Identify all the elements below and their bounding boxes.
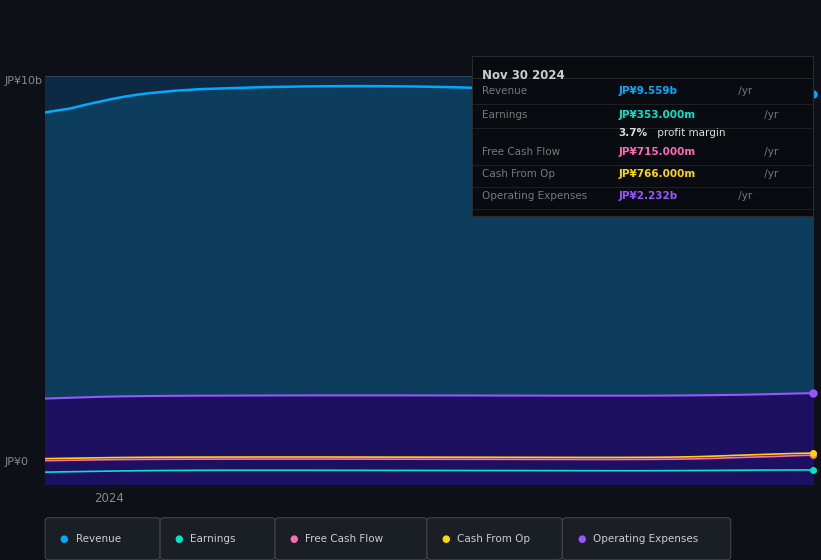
Text: JP¥10b: JP¥10b [4, 76, 42, 86]
Text: Free Cash Flow: Free Cash Flow [305, 534, 383, 544]
Text: Nov 30 2024: Nov 30 2024 [482, 69, 565, 82]
Text: ●: ● [442, 534, 450, 544]
Text: ●: ● [175, 534, 183, 544]
Text: Revenue: Revenue [76, 534, 121, 544]
Text: /yr: /yr [761, 110, 778, 120]
Text: JP¥766.000m: JP¥766.000m [618, 169, 696, 179]
Text: Revenue: Revenue [482, 86, 527, 96]
Text: Cash From Op: Cash From Op [457, 534, 530, 544]
Text: Cash From Op: Cash From Op [482, 169, 555, 179]
Text: JP¥353.000m: JP¥353.000m [618, 110, 695, 120]
Text: Operating Expenses: Operating Expenses [482, 192, 588, 202]
Text: JP¥0: JP¥0 [4, 457, 28, 467]
Text: JP¥2.232b: JP¥2.232b [618, 192, 678, 202]
Text: JP¥9.559b: JP¥9.559b [618, 86, 677, 96]
Text: Operating Expenses: Operating Expenses [593, 534, 698, 544]
Text: 2024: 2024 [94, 492, 124, 505]
Text: /yr: /yr [735, 192, 752, 202]
Text: /yr: /yr [761, 169, 778, 179]
Text: profit margin: profit margin [654, 128, 726, 138]
Text: /yr: /yr [735, 86, 752, 96]
Text: Free Cash Flow: Free Cash Flow [482, 147, 561, 157]
Text: ●: ● [290, 534, 298, 544]
Text: ●: ● [60, 534, 68, 544]
Text: /yr: /yr [761, 147, 778, 157]
Text: ●: ● [577, 534, 585, 544]
Text: JP¥715.000m: JP¥715.000m [618, 147, 696, 157]
Text: 3.7%: 3.7% [618, 128, 648, 138]
Text: Earnings: Earnings [190, 534, 236, 544]
Text: Earnings: Earnings [482, 110, 528, 120]
